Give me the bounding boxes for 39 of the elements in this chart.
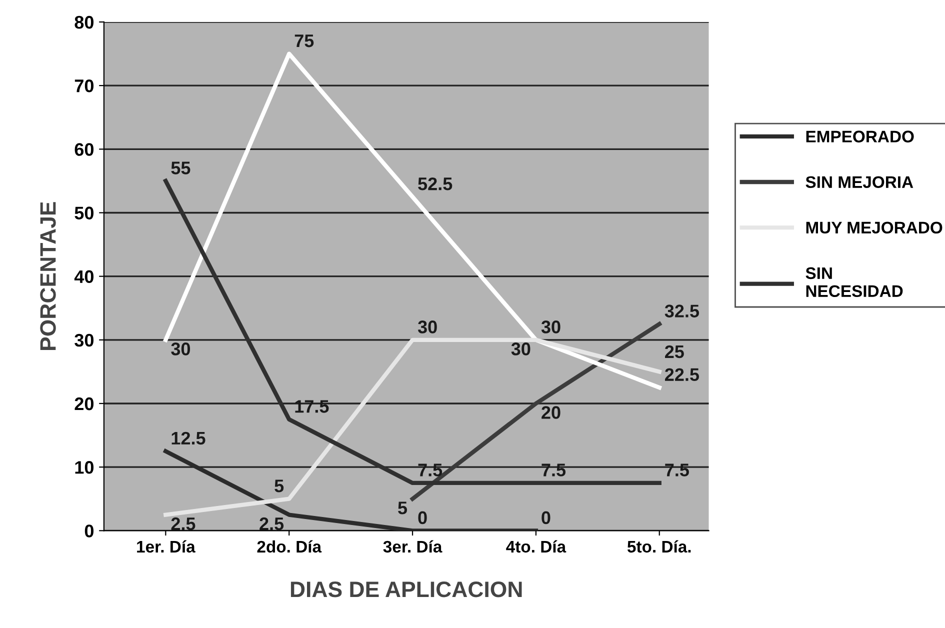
x-tick-label: 5to. Día. [627, 540, 691, 553]
data-label: 30 [511, 342, 530, 356]
data-label: 20 [542, 406, 560, 419]
data-label: 52.5 [418, 177, 452, 190]
data-label: 0 [542, 511, 550, 524]
x-tick-label: 3er. Día [383, 540, 442, 553]
data-label: 25 [665, 345, 684, 358]
y-tick-label: 50 [74, 206, 94, 220]
y-tick-label: 80 [74, 16, 94, 29]
legend-label: SIN NECESIDAD [806, 267, 903, 298]
data-label: 2.5 [260, 517, 284, 530]
data-label: 2.5 [171, 517, 196, 530]
data-label: 30 [541, 320, 560, 334]
data-label: 5 [398, 502, 408, 514]
legend-label: EMPEORADO [806, 130, 914, 142]
y-tick-label: 30 [74, 334, 94, 347]
x-axis-title: DIAS DE APLICACION [290, 582, 522, 598]
x-tick-label: 4to. Día [506, 540, 566, 553]
x-tick-label: 1er. Día [137, 540, 196, 553]
y-axis-title: PORCENTAJE [40, 202, 56, 350]
data-label: 30 [418, 320, 437, 334]
data-label: 0 [418, 511, 427, 524]
x-tick-label: 2do. Día [257, 540, 322, 553]
y-tick-label: 0 [84, 524, 94, 538]
y-tick-label: 20 [74, 397, 94, 410]
y-tick-label: 40 [74, 270, 94, 284]
legend-label: MUY MEJORADO [806, 222, 942, 234]
data-label: 75 [294, 34, 314, 48]
legend-label: SIN MEJORIA [806, 176, 914, 188]
data-label: 5 [274, 480, 284, 492]
data-label: 55 [171, 162, 190, 174]
y-tick-label: 60 [74, 143, 94, 156]
data-label: 22.5 [665, 368, 700, 382]
data-label: 12.5 [172, 432, 206, 445]
data-label: 32.5 [664, 304, 700, 318]
line-series [164, 52, 662, 390]
y-tick-label: 10 [75, 461, 94, 474]
data-label: 30 [171, 342, 190, 356]
y-tick-label: 70 [74, 80, 94, 92]
